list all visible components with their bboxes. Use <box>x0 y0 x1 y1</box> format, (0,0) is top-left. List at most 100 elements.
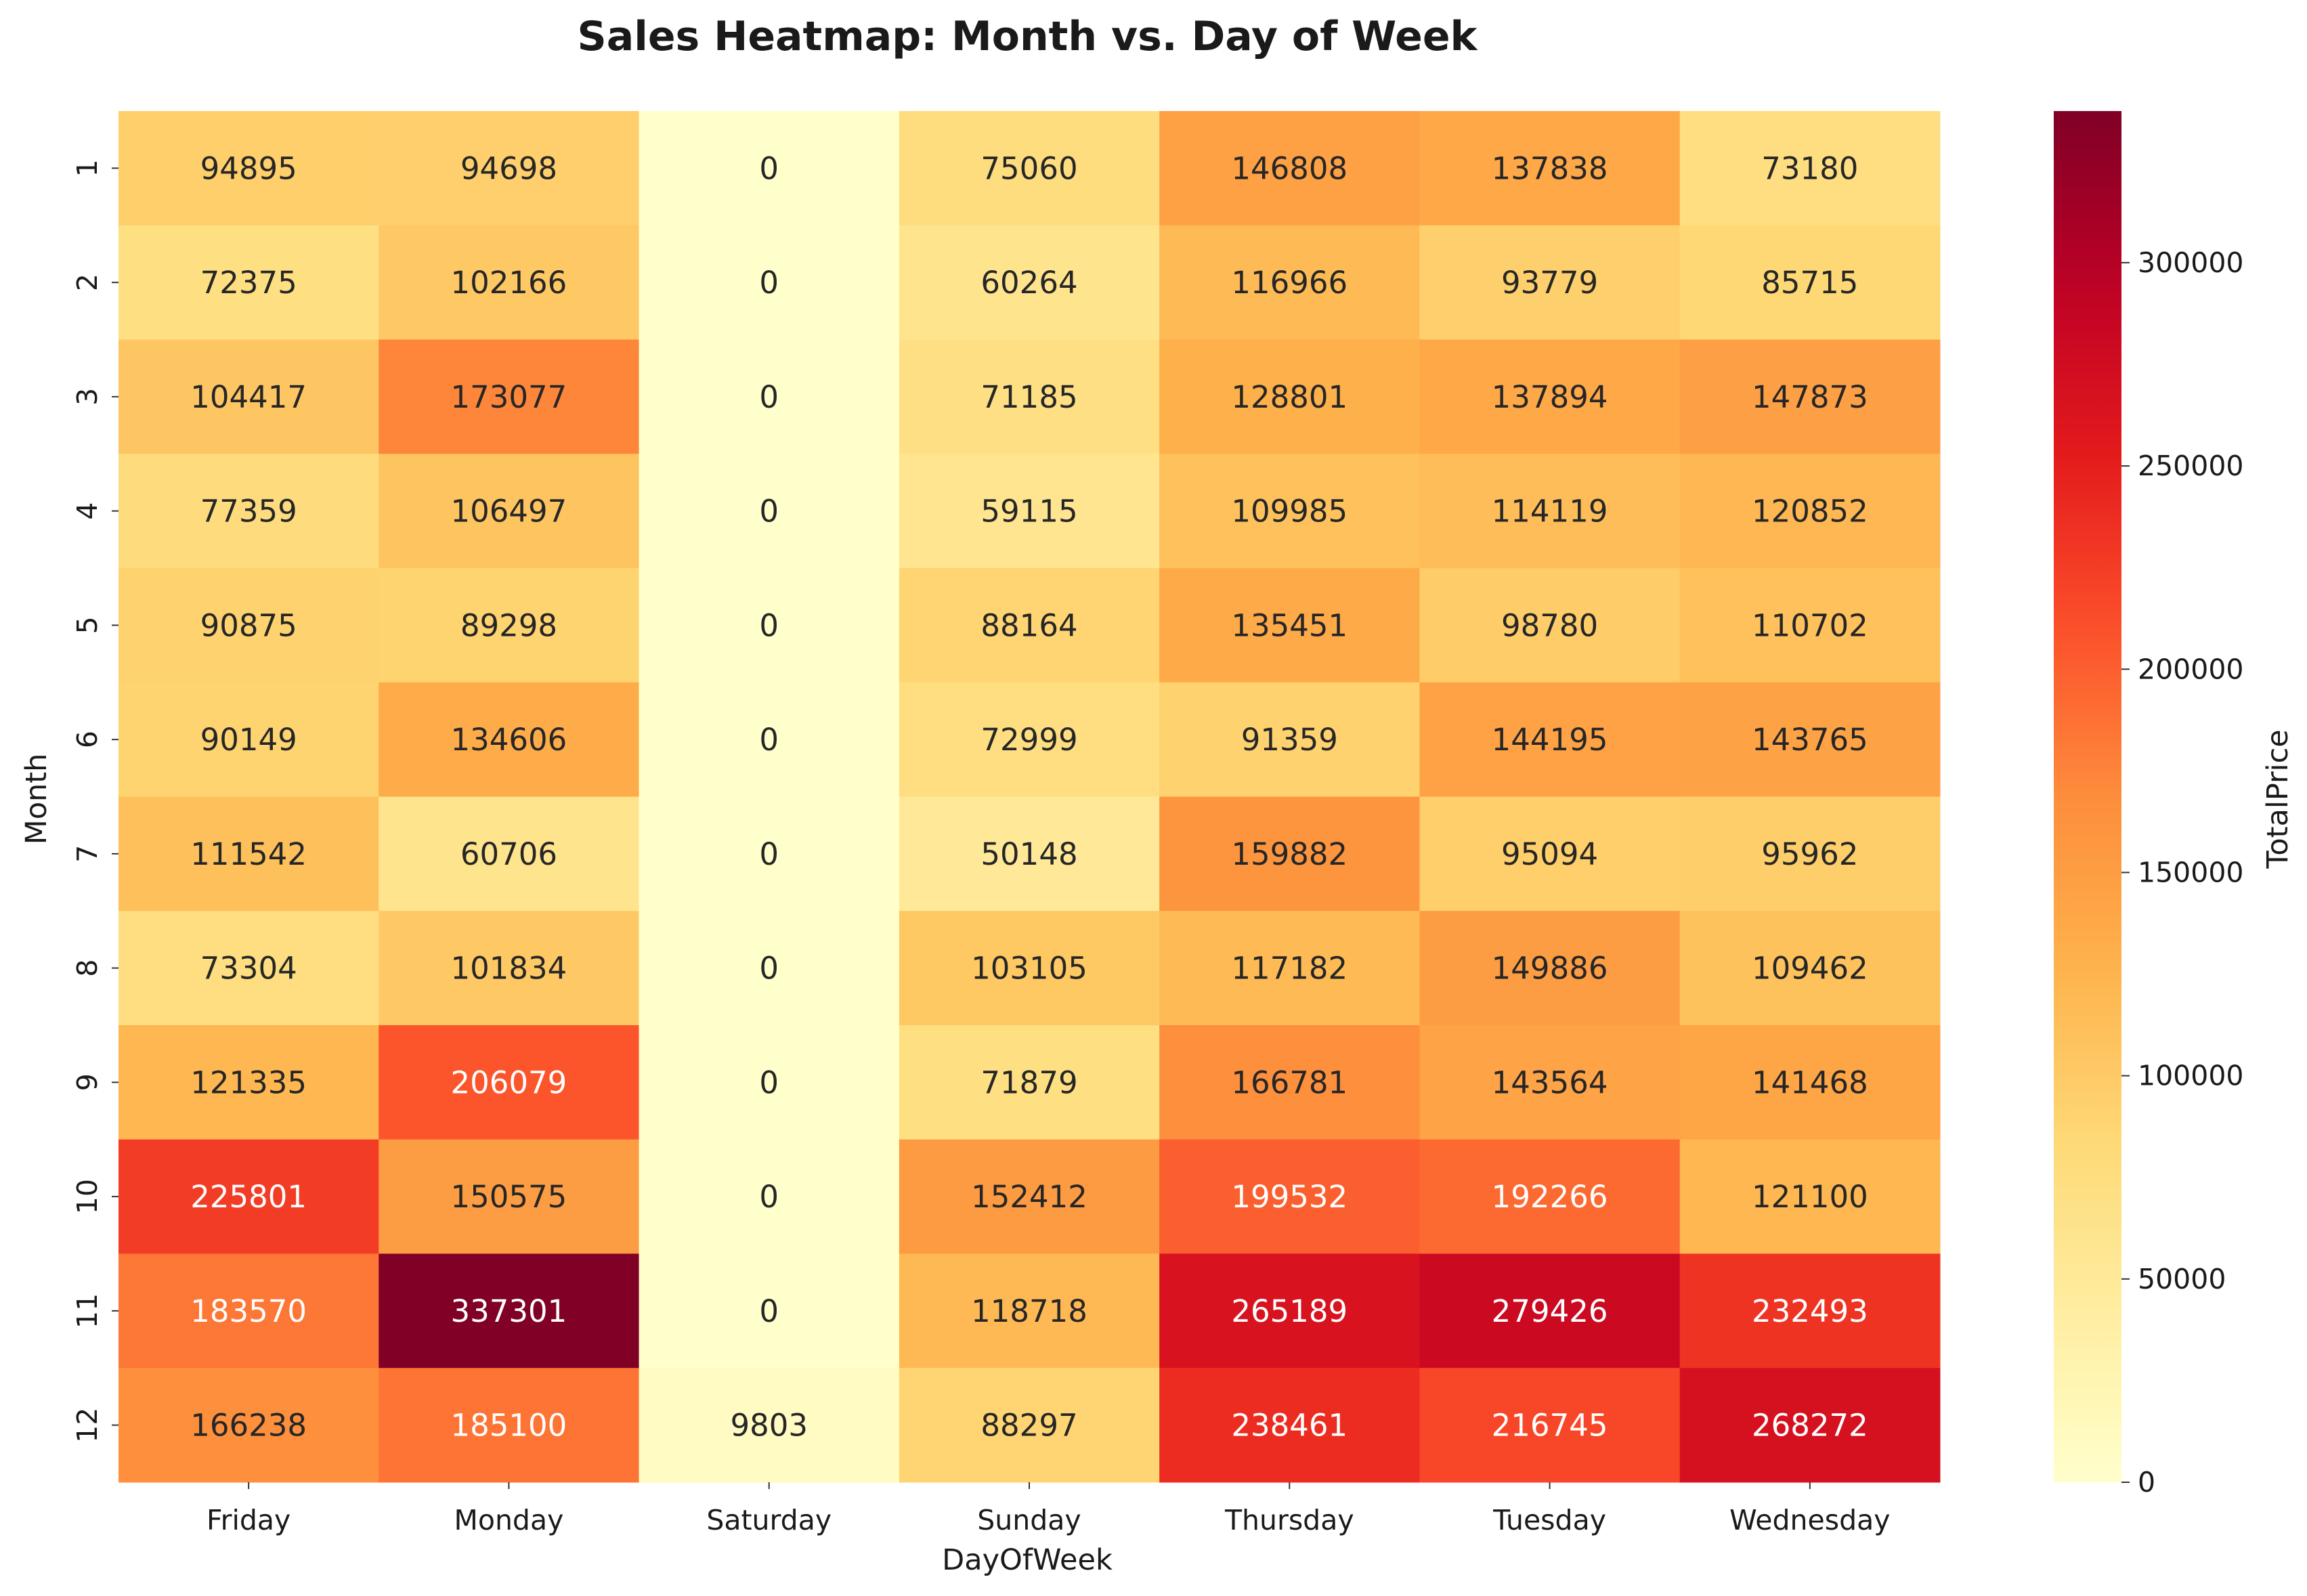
heatmap-cell <box>1679 1253 1941 1368</box>
heatmap-cell <box>379 225 640 340</box>
heatmap-cell <box>1159 1025 1420 1140</box>
cell-value-label: 0 <box>759 836 779 872</box>
heatmap-cell <box>379 682 640 797</box>
cell-value-label: 72999 <box>980 722 1077 758</box>
y-tick-label: 11 <box>71 1293 104 1329</box>
heatmap-cell <box>1159 1368 1420 1483</box>
cell-value-label: 0 <box>759 951 779 987</box>
cell-value-label: 88297 <box>980 1408 1077 1444</box>
cell-value-label: 143564 <box>1492 1064 1608 1100</box>
heatmap-cell <box>1159 911 1420 1026</box>
heatmap-cell <box>379 339 640 454</box>
cell-value-label: 0 <box>759 379 779 415</box>
x-axis-ticks: Friday Monday Saturday Sunday Thursday Tuesda… <box>207 1482 1891 1536</box>
heatmap-cell <box>1419 111 1681 226</box>
heatmap-cell <box>639 911 900 1026</box>
heatmap-cell <box>899 454 1160 569</box>
cell-value-label: 0 <box>759 150 779 186</box>
cell-value-label: 94698 <box>460 150 557 186</box>
heatmap-cell <box>639 568 900 683</box>
heatmap-cell <box>1679 911 1941 1026</box>
heatmap-cell <box>899 911 1160 1026</box>
heatmap-cell <box>1679 454 1941 569</box>
heatmap-cell <box>118 911 379 1026</box>
x-tick-label: Friday <box>207 1504 290 1536</box>
y-tick-label: 5 <box>71 616 104 634</box>
cell-value-label: 71879 <box>980 1064 1077 1100</box>
heatmap-cell <box>899 796 1160 911</box>
cell-value-label: 72375 <box>200 265 297 301</box>
cell-value-label: 166238 <box>190 1408 307 1444</box>
cell-value-label: 95962 <box>1761 836 1858 872</box>
cell-value-label: 73304 <box>200 951 297 987</box>
cell-value-label: 73180 <box>1761 150 1858 186</box>
heatmap-cell <box>1419 682 1681 797</box>
cell-value-label: 90149 <box>200 722 297 758</box>
heatmap-cell <box>1419 796 1681 911</box>
y-tick-label: 8 <box>71 959 104 977</box>
heatmap-cells <box>118 111 1941 1483</box>
heatmap-cell <box>639 339 900 454</box>
cell-value-label: 265189 <box>1231 1293 1347 1329</box>
cell-value-label: 88164 <box>980 607 1077 643</box>
heatmap-cell <box>118 796 379 911</box>
heatmap-cell <box>899 339 1160 454</box>
cell-value-label: 0 <box>759 722 779 758</box>
heatmap-cell <box>899 1139 1160 1254</box>
cell-value-label: 141468 <box>1752 1064 1868 1100</box>
cell-value-label: 102166 <box>451 265 567 301</box>
heatmap-cell <box>1419 454 1681 569</box>
cell-value-label: 93779 <box>1501 265 1598 301</box>
heatmap-cell <box>118 1025 379 1140</box>
cell-value-label: 75060 <box>980 150 1077 186</box>
heatmap-cell <box>1679 1025 1941 1140</box>
x-tick-label: Monday <box>454 1504 563 1536</box>
cell-value-label: 173077 <box>451 379 567 415</box>
cell-value-label: 225801 <box>190 1179 307 1215</box>
heatmap-cell <box>1419 1025 1681 1140</box>
heatmap-cell <box>1419 1368 1681 1483</box>
heatmap-cell <box>1679 568 1941 683</box>
cell-value-label: 98780 <box>1501 607 1598 643</box>
y-tick-label: 9 <box>71 1073 104 1091</box>
heatmap-cell <box>1679 111 1941 226</box>
heatmap-cell <box>639 1025 900 1140</box>
heatmap-cell <box>899 225 1160 340</box>
heatmap-cell <box>118 225 379 340</box>
heatmap-cell <box>639 111 900 226</box>
heatmap-cell <box>118 682 379 797</box>
colorbar-tick-label: 200000 <box>2138 653 2244 685</box>
heatmap-cell <box>639 682 900 797</box>
cell-value-label: 50148 <box>980 836 1077 872</box>
heatmap-cell <box>639 454 900 569</box>
heatmap-cell <box>1679 1368 1941 1483</box>
heatmap-cell <box>639 1368 900 1483</box>
heatmap-cell <box>1159 796 1420 911</box>
heatmap-cell <box>1159 111 1420 226</box>
cell-value-label: 199532 <box>1231 1179 1347 1215</box>
x-tick-label: Wednesday <box>1729 1504 1890 1536</box>
y-tick-label: 3 <box>71 388 104 406</box>
cell-value-label: 77359 <box>200 494 297 530</box>
heatmap-cell <box>1419 1139 1681 1254</box>
cell-value-label: 114119 <box>1492 494 1608 530</box>
heatmap-cell <box>379 911 640 1026</box>
y-tick-label: 12 <box>71 1408 104 1443</box>
cell-value-label: 147873 <box>1752 379 1868 415</box>
cell-value-label: 183570 <box>190 1293 307 1329</box>
cell-value-label: 109985 <box>1231 494 1347 530</box>
heatmap-cell <box>1419 911 1681 1026</box>
heatmap-cell <box>639 1139 900 1254</box>
cell-value-label: 104417 <box>190 379 307 415</box>
heatmap-cell <box>379 454 640 569</box>
cell-value-label: 71185 <box>980 379 1077 415</box>
heatmap-cell <box>1419 568 1681 683</box>
cell-value-label: 116966 <box>1231 265 1347 301</box>
x-tick-label: Tuesday <box>1492 1504 1606 1536</box>
heatmap-cell <box>118 1139 379 1254</box>
colorbar-tick-label: 300000 <box>2138 246 2244 279</box>
cell-value-label: 110702 <box>1752 607 1868 643</box>
cell-value-label: 91359 <box>1241 722 1338 758</box>
cell-value-label: 109462 <box>1752 951 1868 987</box>
heatmap-cell <box>1679 339 1941 454</box>
